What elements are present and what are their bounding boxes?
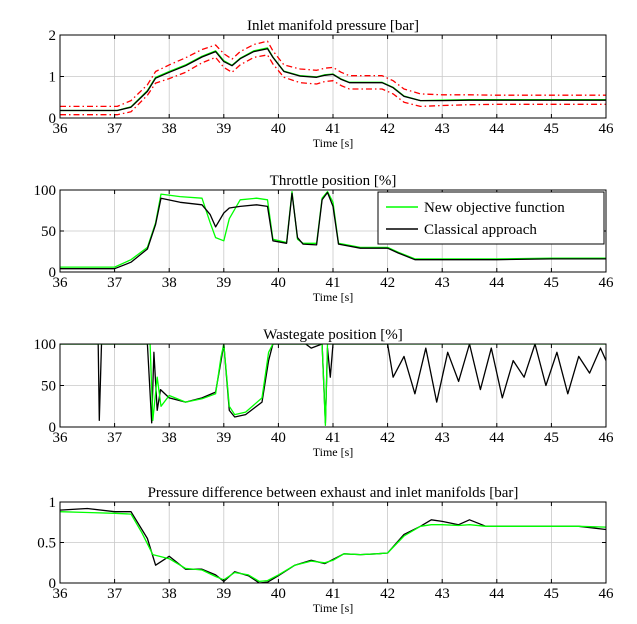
x-tick-label: 45 bbox=[544, 275, 559, 291]
series-group bbox=[60, 507, 606, 583]
x-tick-label: 37 bbox=[107, 430, 123, 446]
x-tick-label: 40 bbox=[271, 275, 286, 291]
series-group bbox=[60, 40, 606, 116]
x-tick-label: 39 bbox=[216, 430, 231, 446]
series-line-4 bbox=[60, 48, 606, 112]
grid bbox=[60, 502, 606, 583]
series-line-1 bbox=[60, 40, 606, 108]
y-tick-label: 50 bbox=[41, 224, 56, 240]
x-tick-label: 43 bbox=[435, 121, 450, 137]
x-tick-label: 37 bbox=[107, 275, 123, 291]
x-tick-label: 43 bbox=[435, 586, 450, 602]
chart-title: Pressure difference between exhaust and … bbox=[148, 485, 519, 501]
x-tick-label: 40 bbox=[271, 586, 286, 602]
series-line-2 bbox=[60, 54, 606, 116]
y-tick-label: 0 bbox=[49, 265, 57, 281]
series-line-2 bbox=[60, 191, 606, 270]
y-tick-label: 0.5 bbox=[37, 536, 56, 552]
y-tick-label: 100 bbox=[34, 183, 57, 199]
series-line-2 bbox=[60, 344, 606, 426]
x-tick-label: 43 bbox=[435, 430, 450, 446]
x-tick-label: 45 bbox=[544, 430, 559, 446]
chart-title: Inlet manifold pressure [bar] bbox=[247, 18, 419, 34]
series-group bbox=[60, 190, 606, 270]
x-tick-label: 46 bbox=[599, 275, 615, 291]
x-tick-label: 39 bbox=[216, 275, 231, 291]
x-tick-label: 44 bbox=[489, 121, 505, 137]
x-tick-label: 37 bbox=[107, 586, 123, 602]
x-tick-label: 38 bbox=[162, 586, 177, 602]
chart-title: Wastegate position [%] bbox=[263, 327, 403, 343]
x-tick-label: 39 bbox=[216, 121, 231, 137]
y-tick-label: 0 bbox=[49, 111, 57, 127]
x-tick-label: 40 bbox=[271, 121, 286, 137]
x-tick-label: 36 bbox=[53, 275, 69, 291]
x-tick-label: 38 bbox=[162, 275, 177, 291]
x-tick-label: 46 bbox=[599, 586, 615, 602]
x-axis-label: Time [s] bbox=[313, 601, 354, 615]
x-tick-label: 39 bbox=[216, 586, 231, 602]
y-tick-label: 100 bbox=[34, 337, 57, 353]
x-tick-label: 42 bbox=[380, 121, 395, 137]
chart-panel-1: Inlet manifold pressure [bar] 36 37 38 39 40 4… bbox=[49, 18, 615, 150]
x-tick-label: 44 bbox=[489, 586, 505, 602]
chart-panel-2: Throttle position [%] 36 37 38 39 40 41 42 43 44 4… bbox=[34, 173, 615, 304]
legend-label: Classical approach bbox=[424, 222, 537, 238]
chart-panel-4: Pressure difference between exhaust and … bbox=[37, 485, 614, 615]
legend: New objective function Classical approach bbox=[377, 191, 605, 245]
y-tick-label: 1 bbox=[49, 70, 57, 86]
x-tick-label: 44 bbox=[489, 430, 505, 446]
x-axis-label: Time [s] bbox=[313, 290, 354, 304]
x-tick-label: 36 bbox=[53, 121, 69, 137]
y-tick-label: 50 bbox=[41, 379, 56, 395]
series-group bbox=[60, 344, 606, 426]
x-tick-label: 41 bbox=[326, 275, 341, 291]
x-axis-label: Time [s] bbox=[313, 136, 354, 150]
grid bbox=[60, 344, 606, 427]
x-axis-label: Time [s] bbox=[313, 445, 354, 459]
x-tick-label: 44 bbox=[489, 275, 505, 291]
y-tick-label: 0 bbox=[49, 576, 57, 592]
chart-title: Throttle position [%] bbox=[270, 173, 397, 189]
x-tick-label: 42 bbox=[380, 430, 395, 446]
x-tick-label: 38 bbox=[162, 430, 177, 446]
x-tick-label: 45 bbox=[544, 586, 559, 602]
x-tick-label: 36 bbox=[53, 586, 69, 602]
x-tick-label: 46 bbox=[599, 430, 615, 446]
legend-box bbox=[377, 191, 605, 245]
x-tick-label: 37 bbox=[107, 121, 123, 137]
chart-panel-3: Wastegate position [%] 36 37 38 39 40 41 42 43 44… bbox=[34, 327, 615, 459]
y-tick-label: 0 bbox=[49, 420, 57, 436]
x-tick-label: 41 bbox=[326, 121, 341, 137]
series-line-2 bbox=[60, 511, 606, 583]
x-tick-label: 38 bbox=[162, 121, 177, 137]
legend-label: New objective function bbox=[424, 200, 565, 216]
grid bbox=[60, 35, 606, 118]
x-tick-label: 41 bbox=[326, 430, 341, 446]
x-tick-label: 42 bbox=[380, 586, 395, 602]
x-tick-label: 43 bbox=[435, 275, 450, 291]
y-tick-label: 2 bbox=[49, 28, 57, 44]
x-tick-label: 46 bbox=[599, 121, 615, 137]
x-tick-label: 41 bbox=[326, 586, 341, 602]
x-tick-label: 36 bbox=[53, 430, 69, 446]
x-tick-label: 42 bbox=[380, 275, 395, 291]
x-tick-label: 40 bbox=[271, 430, 286, 446]
y-tick-label: 1 bbox=[49, 495, 57, 511]
x-tick-label: 45 bbox=[544, 121, 559, 137]
